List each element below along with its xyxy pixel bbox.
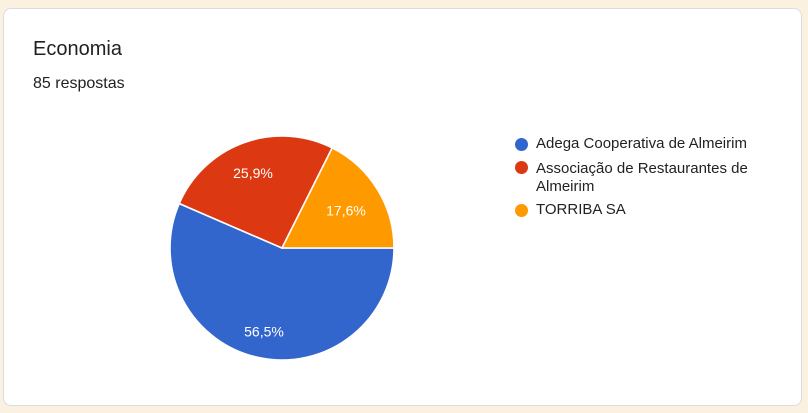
svg-text:25,9%: 25,9% [233, 165, 273, 181]
svg-text:56,5%: 56,5% [244, 324, 284, 340]
svg-text:17,6%: 17,6% [326, 203, 366, 219]
